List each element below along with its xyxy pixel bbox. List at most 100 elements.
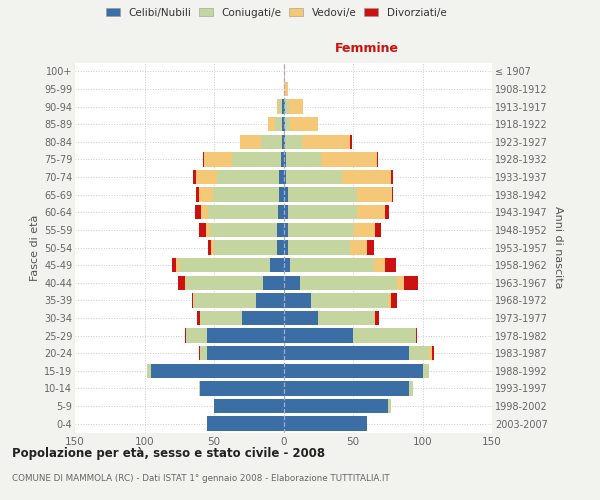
Bar — [280, 170, 284, 184]
Bar — [392, 188, 394, 202]
Bar — [277, 222, 284, 237]
Y-axis label: Fasce di età: Fasce di età — [29, 214, 40, 280]
Bar — [388, 399, 391, 413]
Bar — [179, 258, 269, 272]
Bar — [277, 100, 280, 114]
Bar — [178, 276, 185, 290]
Bar — [432, 346, 434, 360]
Bar — [176, 258, 179, 272]
Bar — [278, 205, 284, 220]
Bar — [321, 152, 377, 166]
Bar — [261, 134, 282, 149]
Bar — [193, 170, 196, 184]
Bar — [290, 258, 374, 272]
Bar — [192, 293, 193, 308]
Bar — [385, 258, 396, 272]
Bar — [357, 188, 392, 202]
Bar — [357, 205, 385, 220]
Bar — [207, 416, 284, 431]
Bar — [311, 293, 388, 308]
Bar — [284, 346, 409, 360]
Bar — [416, 328, 417, 343]
Legend: Celibi/Nubili, Coniugati/e, Vedovi/e, Divorziati/e: Celibi/Nubili, Coniugati/e, Vedovi/e, Di… — [106, 8, 446, 18]
Bar — [284, 117, 285, 132]
Bar — [199, 188, 212, 202]
Bar — [211, 240, 214, 254]
Bar — [268, 117, 275, 132]
Bar — [186, 328, 207, 343]
Bar — [217, 170, 280, 184]
Bar — [353, 328, 416, 343]
Bar — [350, 134, 352, 149]
Bar — [284, 134, 285, 149]
Bar — [284, 82, 287, 96]
Bar — [342, 170, 391, 184]
Bar — [269, 258, 284, 272]
Bar — [285, 100, 289, 114]
Bar — [284, 240, 287, 254]
Bar — [284, 311, 318, 325]
Bar — [302, 134, 350, 149]
Bar — [204, 152, 232, 166]
Text: COMUNE DI MAMMOLA (RC) - Dati ISTAT 1° gennaio 2008 - Elaborazione TUTTITALIA.IT: COMUNE DI MAMMOLA (RC) - Dati ISTAT 1° g… — [12, 474, 390, 483]
Bar — [256, 293, 284, 308]
Bar — [409, 346, 430, 360]
Bar — [284, 152, 286, 166]
Bar — [199, 346, 200, 360]
Bar — [287, 222, 355, 237]
Bar — [281, 152, 284, 166]
Bar — [232, 152, 281, 166]
Bar — [200, 381, 284, 396]
Bar — [196, 188, 199, 202]
Bar — [285, 117, 290, 132]
Bar — [284, 381, 409, 396]
Bar — [282, 117, 284, 132]
Bar — [185, 276, 186, 290]
Bar — [194, 205, 202, 220]
Bar — [422, 364, 430, 378]
Bar — [214, 399, 284, 413]
Bar — [199, 381, 200, 396]
Bar — [367, 240, 374, 254]
Bar — [284, 293, 311, 308]
Bar — [385, 205, 389, 220]
Bar — [284, 222, 287, 237]
Bar — [284, 399, 388, 413]
Bar — [286, 170, 342, 184]
Bar — [207, 328, 284, 343]
Bar — [282, 134, 284, 149]
Bar — [318, 311, 374, 325]
Bar — [282, 100, 284, 114]
Bar — [200, 311, 242, 325]
Bar — [284, 64, 285, 78]
Bar — [275, 117, 282, 132]
Bar — [280, 188, 284, 202]
Bar — [151, 364, 284, 378]
Bar — [196, 170, 217, 184]
Bar — [374, 311, 375, 325]
Bar — [286, 152, 321, 166]
Bar — [430, 346, 432, 360]
Bar — [280, 100, 282, 114]
Bar — [391, 170, 394, 184]
Bar — [284, 170, 286, 184]
Bar — [202, 205, 208, 220]
Bar — [391, 293, 397, 308]
Bar — [374, 258, 385, 272]
Bar — [287, 188, 357, 202]
Bar — [277, 240, 284, 254]
Bar — [200, 346, 207, 360]
Bar — [206, 222, 210, 237]
Bar — [284, 258, 290, 272]
Text: Popolazione per età, sesso e stato civile - 2008: Popolazione per età, sesso e stato civil… — [12, 448, 325, 460]
Bar — [203, 152, 204, 166]
Bar — [208, 240, 211, 254]
Bar — [208, 205, 278, 220]
Bar — [409, 381, 413, 396]
Bar — [284, 364, 422, 378]
Bar — [287, 205, 357, 220]
Bar — [193, 293, 256, 308]
Bar — [404, 276, 418, 290]
Bar — [350, 240, 367, 254]
Bar — [284, 100, 285, 114]
